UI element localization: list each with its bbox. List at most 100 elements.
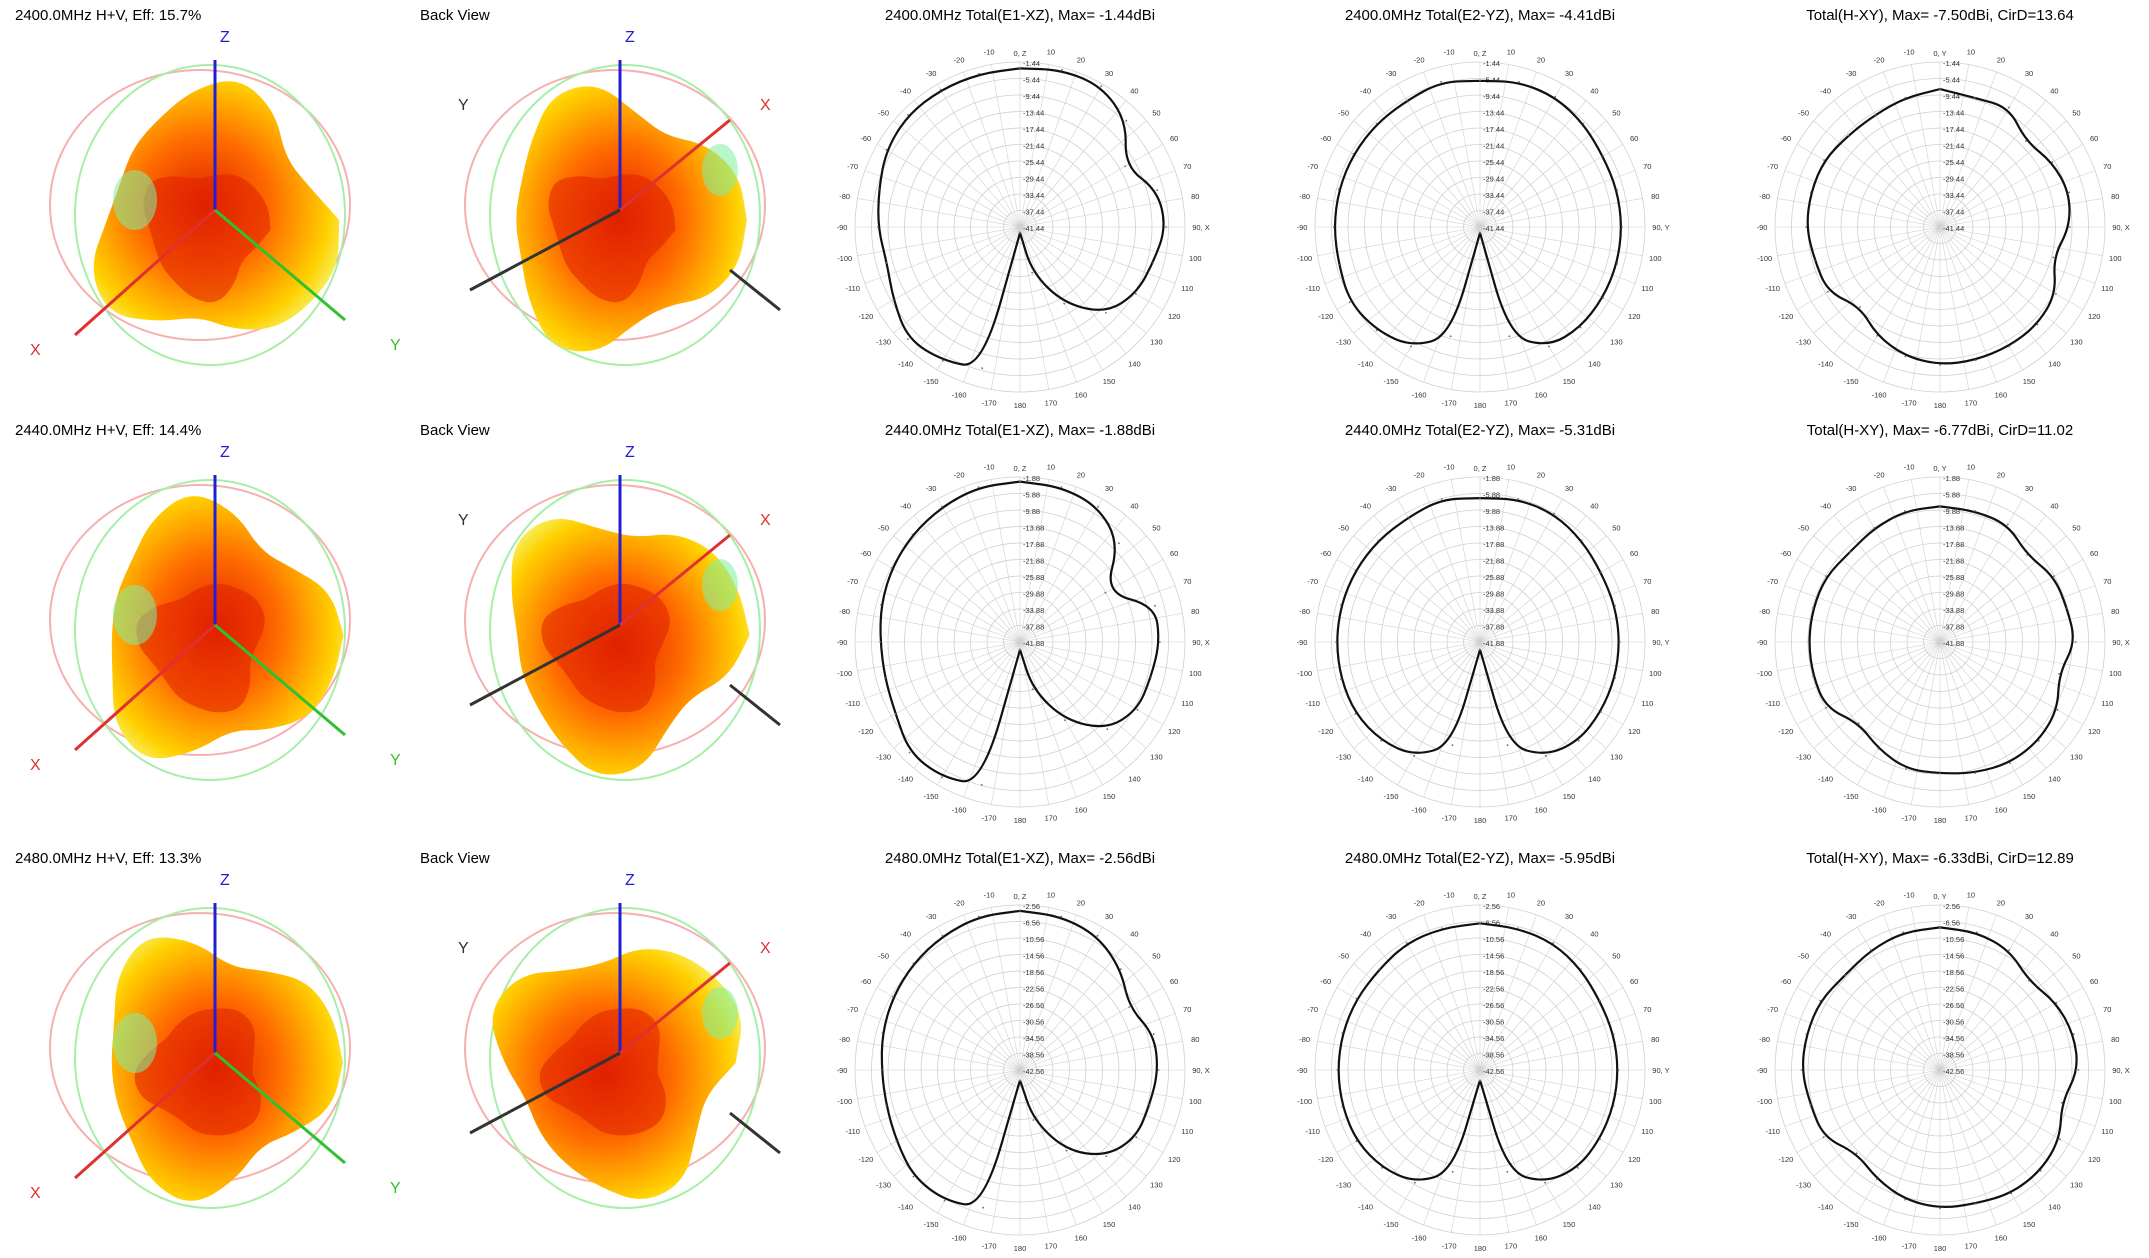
- grid-spoke: [1939, 64, 1969, 228]
- angle-tick-label: -30: [1846, 912, 1857, 921]
- axis-label-ninety: 90, Y: [1652, 638, 1669, 647]
- axis-label-zero: 0, Z: [1474, 464, 1487, 473]
- grid-spoke: [1939, 144, 2084, 228]
- data-point: [2052, 256, 2055, 259]
- data-point: [1355, 997, 1358, 1000]
- data-point: [1105, 312, 1107, 314]
- angle-tick-label: 100: [1189, 669, 1202, 678]
- grid-spoke: [963, 1069, 1021, 1226]
- data-point: [907, 114, 909, 116]
- data-point: [1976, 931, 1978, 934]
- grid-spoke: [1939, 1069, 2067, 1177]
- ring-value-label: -9.44: [1023, 92, 1040, 101]
- angle-tick-label: -140: [1358, 774, 1373, 783]
- angle-tick-label: 10: [1507, 48, 1515, 57]
- data-point: [1614, 677, 1616, 680]
- angle-tick-label: 30: [2025, 69, 2033, 78]
- data-point: [1019, 910, 1021, 912]
- pattern-trace: [1337, 922, 1619, 1181]
- data-point: [2055, 1001, 2058, 1004]
- data-point: [2037, 739, 2040, 742]
- grid-spoke: [1883, 914, 1941, 1071]
- polar-chart: 10 20 30 40 50 60 70 80 100 110 120 130 140 150 160 170…: [1297, 463, 1670, 825]
- angle-tick-label: -10: [1904, 48, 1915, 57]
- angle-tick-label: 130: [1150, 1180, 1163, 1189]
- ring-value-label: -13.44: [1943, 109, 1964, 118]
- angle-tick-label: -20: [1874, 471, 1885, 480]
- yz-projection-loop: [74, 907, 346, 1209]
- x-axis-line: [619, 533, 731, 627]
- grid-spoke: [1373, 515, 1481, 643]
- data-point: [895, 1140, 898, 1143]
- axis-label-zero: 0, Z: [1014, 464, 1027, 473]
- ring-value-label: -21.44: [1483, 142, 1504, 151]
- angle-tick-label: -90: [1757, 1066, 1768, 1075]
- grid-spoke: [1939, 641, 2067, 749]
- data-point: [1857, 722, 1860, 725]
- grid-spoke: [1019, 486, 1077, 643]
- angle-tick-label: -80: [1759, 192, 1770, 201]
- angle-tick-label: 110: [1181, 284, 1193, 293]
- grid-spoke: [1353, 641, 1481, 749]
- data-point: [1939, 364, 1941, 366]
- angle-tick-label: -90: [1757, 223, 1768, 232]
- grid-spoke: [1939, 479, 1969, 643]
- data-point: [1063, 302, 1066, 305]
- angle-tick-label: 60: [2090, 134, 2098, 143]
- blob-cool-spot: [113, 170, 157, 230]
- angle-tick-label: 40: [1590, 502, 1598, 511]
- angle-tick-label: 130: [2070, 1180, 2083, 1189]
- angle-tick-label: 160: [1995, 1233, 2008, 1242]
- angle-tick-label: 40: [1590, 87, 1598, 96]
- angle-tick-label: -10: [1444, 48, 1455, 57]
- back-view-title: Back View: [420, 850, 490, 867]
- angle-tick-label: -20: [1414, 471, 1425, 480]
- grid-spoke: [1479, 498, 1563, 643]
- data-point: [1148, 1103, 1151, 1106]
- grid-spoke: [1479, 226, 1636, 284]
- grid-spoke: [1479, 226, 1587, 354]
- angle-tick-label: -90: [837, 638, 848, 647]
- axis-label-zero: 0, Z: [1474, 892, 1487, 901]
- angle-tick-label: 50: [1612, 109, 1620, 118]
- ring-value-label: -22.56: [1023, 985, 1044, 994]
- angle-tick-label: 140: [1128, 774, 1141, 783]
- angle-tick-label: -90: [1297, 638, 1308, 647]
- view3d-title: 2440.0MHz H+V, Eff: 14.4%: [15, 422, 202, 439]
- grid-spoke: [1353, 226, 1481, 334]
- angle-tick-label: -80: [839, 1035, 850, 1044]
- angle-tick-label: 30: [2025, 484, 2033, 493]
- ring-value-label: -13.88: [1483, 524, 1504, 533]
- polar-chart: 10 20 30 40 50 60 70 80 100 110 120 130 140 150 160 170…: [837, 48, 1210, 410]
- yz-projection-loop: [74, 64, 346, 366]
- grid-spoke: [1777, 613, 1941, 643]
- grid-spoke: [864, 1069, 1021, 1127]
- angle-tick-label: 50: [1612, 952, 1620, 961]
- angle-tick-label: -30: [1846, 69, 1857, 78]
- angle-tick-label: 180: [1014, 1244, 1027, 1253]
- data-point: [1407, 516, 1409, 519]
- data-point: [1552, 942, 1555, 944]
- angle-tick-label: 80: [2111, 607, 2119, 616]
- angle-tick-label: -90: [837, 223, 848, 232]
- angle-tick-label: -100: [1757, 254, 1772, 263]
- data-point: [1414, 1181, 1416, 1184]
- pattern-trace: [879, 480, 1160, 783]
- grid-spoke: [913, 515, 1021, 643]
- angle-tick-label: 150: [1563, 377, 1576, 386]
- grid-spoke: [1019, 907, 1049, 1071]
- ring-value-label: -17.44: [1023, 125, 1044, 134]
- angle-tick-label: -20: [1414, 899, 1425, 908]
- radiation-3d-plot: Z X Y: [458, 872, 781, 1209]
- ring-value-label: -9.44: [1943, 92, 1960, 101]
- angle-tick-label: -10: [984, 48, 995, 57]
- axis-label-zero: 0, Z: [1014, 49, 1027, 58]
- ring-value-label: -1.88: [1483, 474, 1500, 483]
- data-point: [884, 677, 886, 680]
- angle-tick-label: 120: [1628, 1155, 1641, 1164]
- data-point: [1612, 1033, 1615, 1036]
- data-point: [1577, 1167, 1579, 1169]
- angle-tick-label: -110: [845, 699, 859, 708]
- angle-tick-label: -90: [1297, 223, 1308, 232]
- angle-tick-label: -170: [982, 1241, 997, 1250]
